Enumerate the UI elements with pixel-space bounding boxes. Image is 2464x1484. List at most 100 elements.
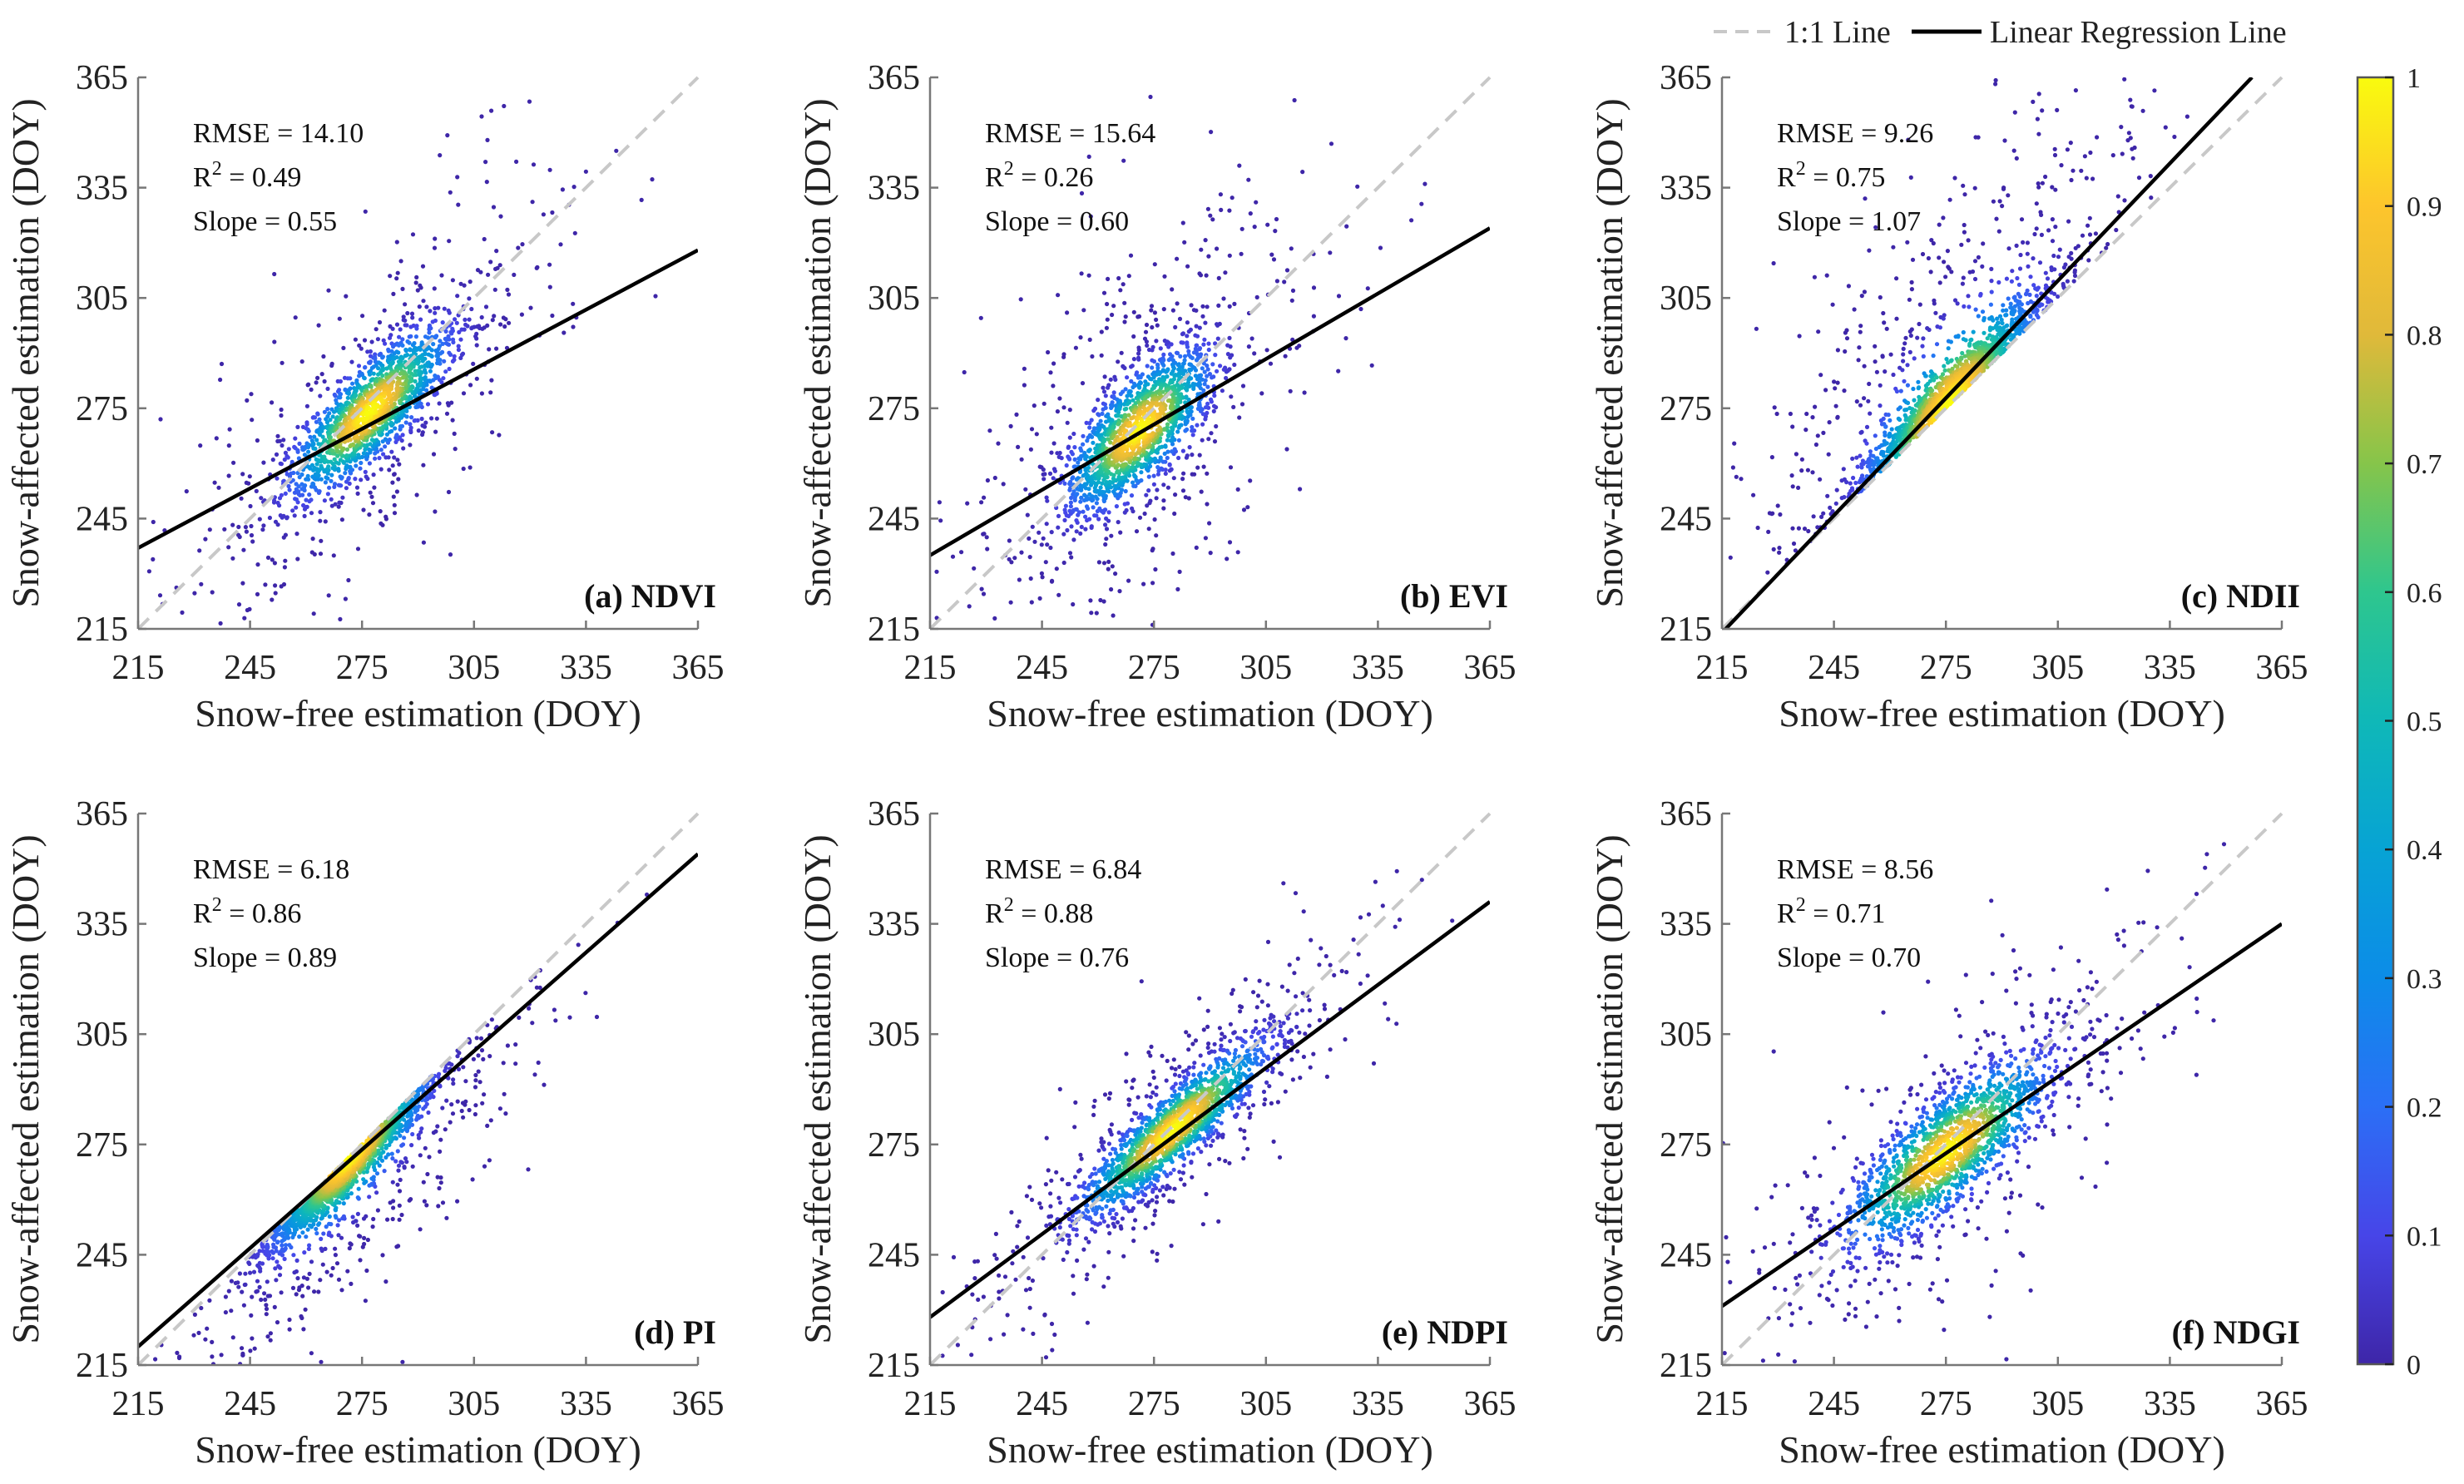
scatter-point: [1206, 254, 1211, 259]
scatter-point: [1186, 496, 1191, 501]
scatter-point: [1087, 492, 1092, 497]
scatter-point: [2040, 181, 2045, 186]
scatter-point: [1937, 255, 1942, 260]
scatter-point: [1096, 517, 1101, 522]
scatter-point: [1966, 294, 1971, 299]
scatter-point: [433, 236, 438, 241]
scatter-point: [1079, 190, 1085, 195]
scatter-point: [468, 383, 473, 388]
scatter-point: [1211, 403, 1217, 408]
scatter-point: [1972, 259, 1978, 264]
scatter-point: [1227, 253, 1232, 258]
scatter-point: [471, 361, 476, 366]
scatter-point: [381, 338, 386, 343]
scatter-point: [1016, 444, 1021, 450]
scatter-point: [374, 327, 379, 332]
x-tick-label: 335: [1352, 649, 1404, 687]
scatter-point: [260, 527, 265, 532]
scatter-point: [1730, 465, 1735, 470]
scatter-point: [1284, 447, 1289, 452]
scatter-point: [293, 436, 298, 441]
scatter-point: [377, 456, 382, 461]
scatter-point: [1116, 474, 1121, 480]
scatter-point: [1202, 337, 1207, 342]
scatter-point: [1025, 512, 1030, 517]
scatter-point: [1151, 359, 1157, 364]
scatter-point: [1843, 330, 1848, 335]
scatter-point: [1227, 335, 1232, 340]
scatter-point: [972, 566, 977, 571]
scatter-point: [413, 378, 418, 383]
scatter-point: [1094, 611, 1099, 616]
scatter-point: [1065, 420, 1070, 425]
scatter-point: [1901, 359, 1906, 364]
scatter-point: [1083, 467, 1088, 472]
scatter-point: [2051, 253, 2056, 259]
scatter-point: [1086, 154, 1091, 159]
scatter-point: [1084, 454, 1089, 459]
scatter-point: [1796, 526, 1801, 531]
scatter-point: [222, 527, 227, 532]
scatter-point: [306, 428, 311, 434]
scatter-point: [2001, 303, 2006, 308]
x-tick-label: 305: [448, 649, 500, 687]
scatter-point: [1076, 460, 1081, 465]
scatter-point: [1966, 238, 1971, 243]
scatter-point: [1185, 264, 1190, 269]
scatter-point: [306, 477, 311, 482]
scatter-point: [389, 449, 394, 454]
scatter-point: [1145, 343, 1150, 348]
scatter-point: [1866, 460, 1871, 465]
scatter-point: [2036, 185, 2041, 190]
scatter-point: [427, 330, 432, 335]
scatter-point: [290, 508, 295, 513]
scatter-point: [1210, 217, 1215, 222]
scatter-point: [408, 334, 413, 339]
scatter-point: [1989, 266, 1994, 271]
scatter-point: [1894, 316, 1899, 321]
scatter-point: [367, 512, 372, 517]
scatter-point: [1862, 396, 1867, 401]
scatter-point: [392, 472, 397, 477]
scatter-point: [1080, 453, 1085, 458]
scatter-point: [1061, 405, 1066, 410]
scatter-point: [1778, 512, 1783, 517]
scatter-point: [1204, 273, 1209, 278]
scatter-point: [408, 348, 413, 353]
scatter-point: [1112, 483, 1117, 489]
scatter-point: [583, 169, 589, 174]
scatter-point: [1912, 356, 1917, 361]
scatter-point: [2093, 231, 2098, 236]
scatter-point: [393, 426, 398, 431]
scatter-point: [295, 424, 300, 429]
scatter-point: [1203, 378, 1208, 383]
scatter-point: [1089, 611, 1094, 616]
scatter-point: [418, 377, 423, 382]
scatter-point: [473, 334, 478, 339]
scatter-point: [1860, 473, 1865, 478]
scatter-point: [490, 430, 495, 435]
scatter-point: [458, 281, 463, 286]
scatter-point: [497, 263, 502, 268]
scatter-point: [1229, 394, 1234, 399]
scatter-point: [1150, 348, 1155, 353]
scatter-point: [1165, 398, 1171, 403]
scatter-point: [397, 334, 402, 339]
scatter-point: [2136, 176, 2142, 181]
scatter-point: [296, 456, 301, 461]
scatter-point: [1152, 262, 1157, 267]
scatter-point: [1190, 428, 1195, 433]
scatter-point: [487, 347, 492, 352]
scatter-point: [1200, 304, 1205, 309]
scatter-point: [1009, 560, 1014, 565]
scatter-point: [2008, 337, 2014, 342]
scatter-point: [1150, 581, 1155, 586]
scatter-point: [1210, 375, 1215, 380]
scatter-point: [316, 442, 321, 447]
scatter-point: [1170, 442, 1175, 447]
scatter-point: [400, 433, 405, 438]
scatter-point: [456, 347, 462, 353]
scatter-point: [1241, 507, 1247, 512]
scatter-point: [959, 550, 964, 555]
scatter-point: [1175, 350, 1180, 356]
